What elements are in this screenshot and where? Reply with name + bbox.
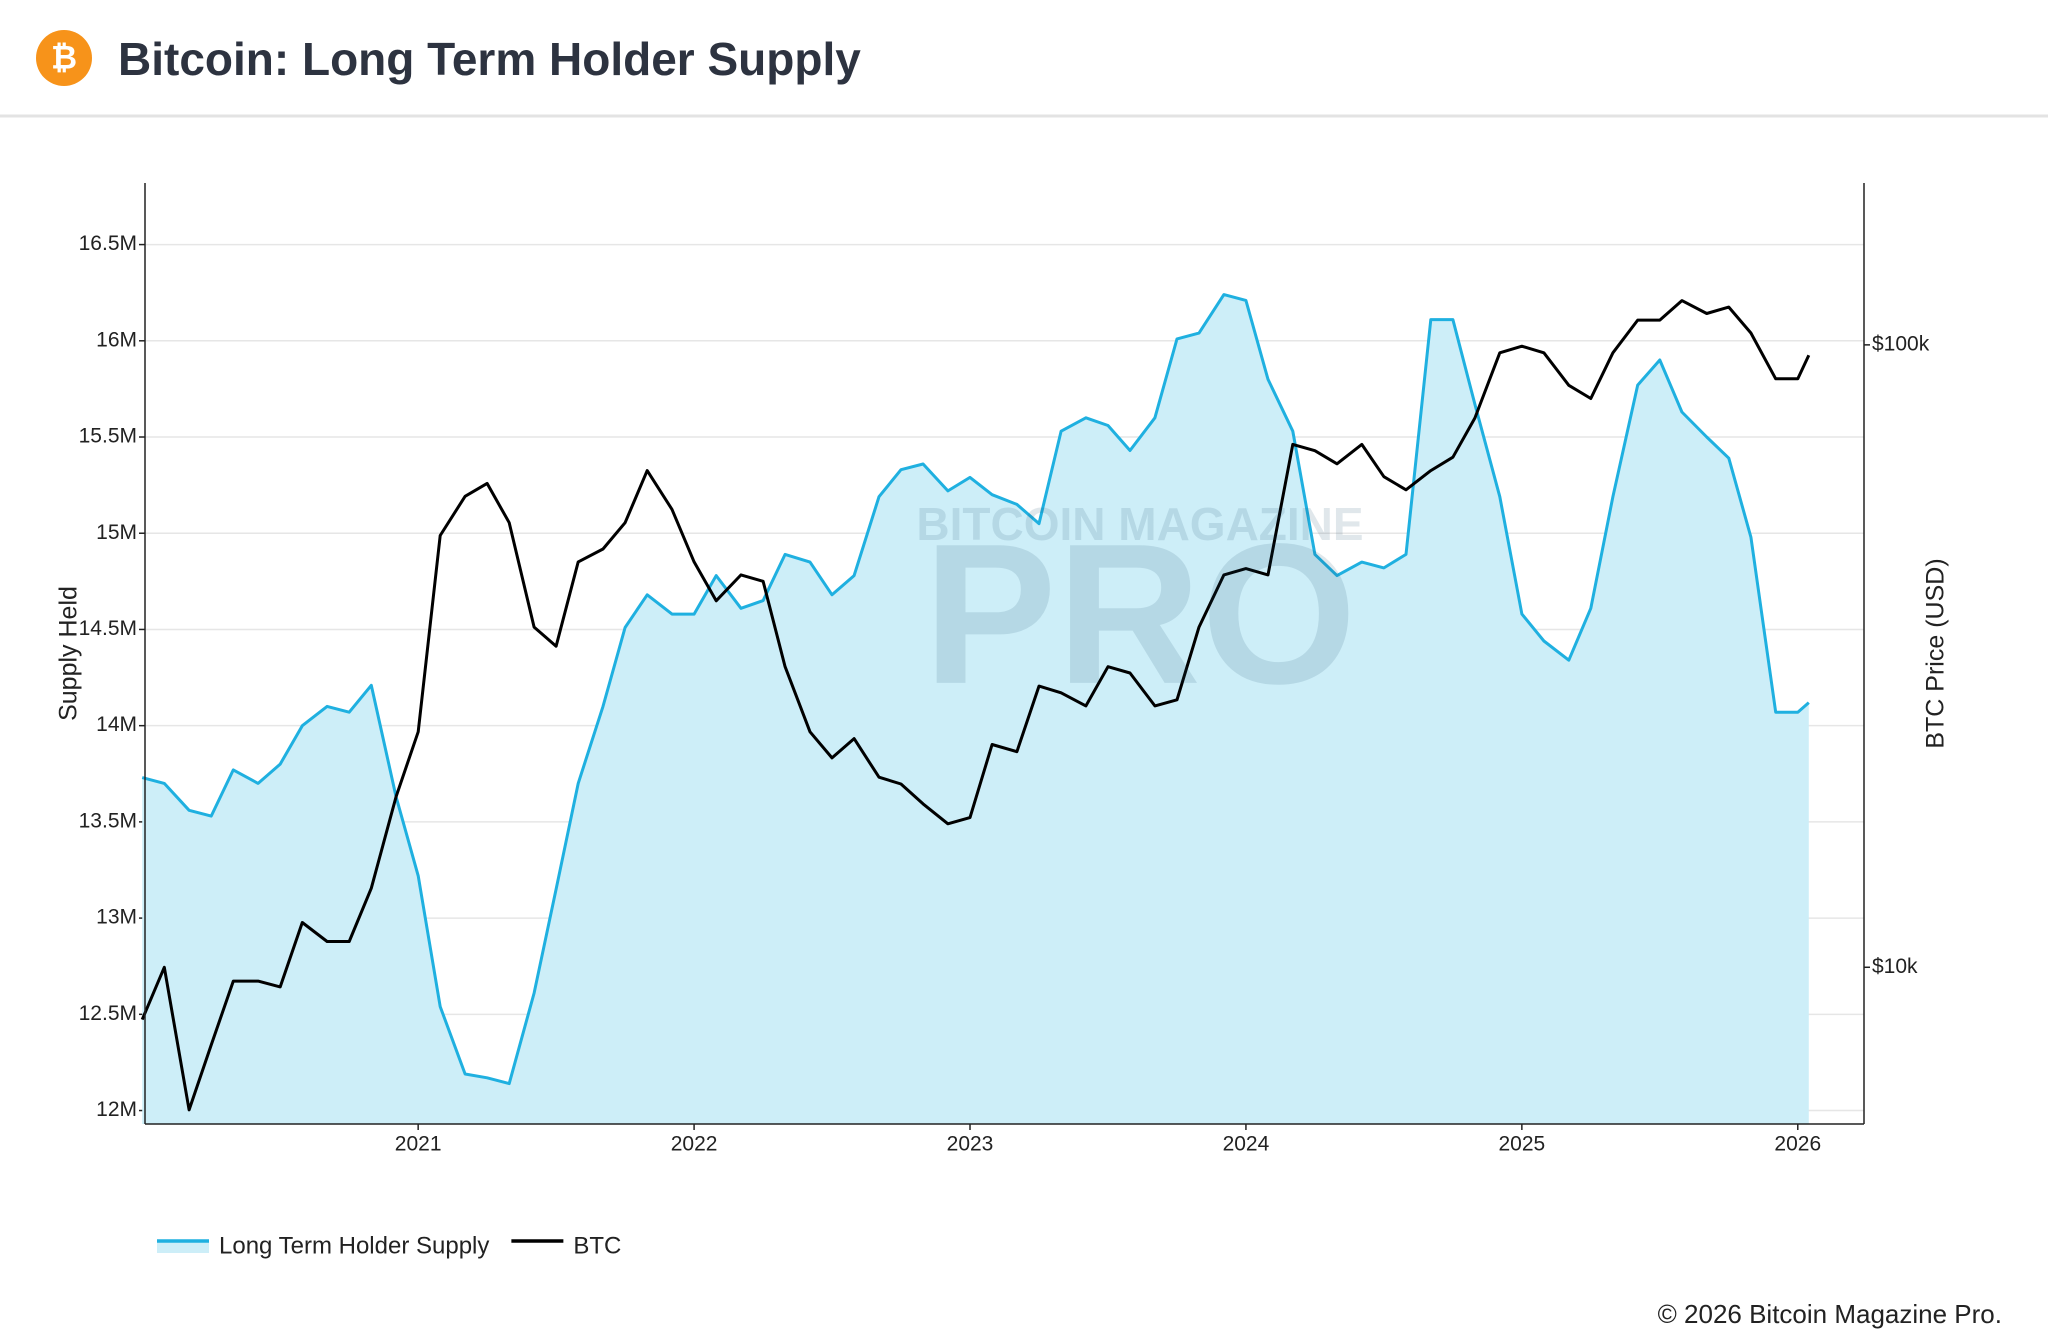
x-tick-label: 2025 [1498,1133,1545,1156]
logo [36,30,92,86]
watermark: BITCOIN MAGAZINE PRO [916,498,1363,726]
y2-tick-label: $10k [1872,955,1918,978]
legend-swatch [157,1241,209,1253]
y-tick-label: 16.5M [79,232,137,255]
watermark-main: PRO [923,503,1356,726]
y-tick-label: 15.5M [79,425,137,448]
x-tick-label: 2022 [671,1133,718,1156]
y-tick-label: 16M [96,328,137,351]
x-tick-label: 2023 [947,1133,994,1156]
y-tick-label: 15M [96,521,137,544]
legend-label: BTC [573,1232,621,1259]
copyright: © 2026 Bitcoin Magazine Pro. [1658,1299,2002,1329]
y2-axis-label: BTC Price (USD) [1922,558,1950,748]
legend-label: Long Term Holder Supply [219,1232,489,1259]
y-tick-label: 14.5M [79,617,137,640]
y-tick-label: 13.5M [79,809,137,832]
line [140,299,1811,1112]
line [141,293,1810,1086]
y-tick-label: 12M [96,1098,137,1121]
y2-tick-label: $100k [1872,332,1930,355]
y-tick-label: 14M [96,713,137,736]
x-tick-label: 2026 [1774,1133,1821,1156]
area [142,294,1809,1125]
y-tick-label: 13M [96,906,137,929]
page-title: Bitcoin: Long Term Holder Supply [118,33,861,85]
y-tick-label: 12.5M [79,1002,137,1025]
header [0,0,2048,115]
x-tick-label: 2021 [395,1133,442,1156]
x-tick-label: 2024 [1223,1133,1270,1156]
watermark-top: BITCOIN MAGAZINE [916,498,1363,550]
logo-symbol: ₿ [51,39,77,75]
y-axis-label: Supply Held [55,586,83,721]
